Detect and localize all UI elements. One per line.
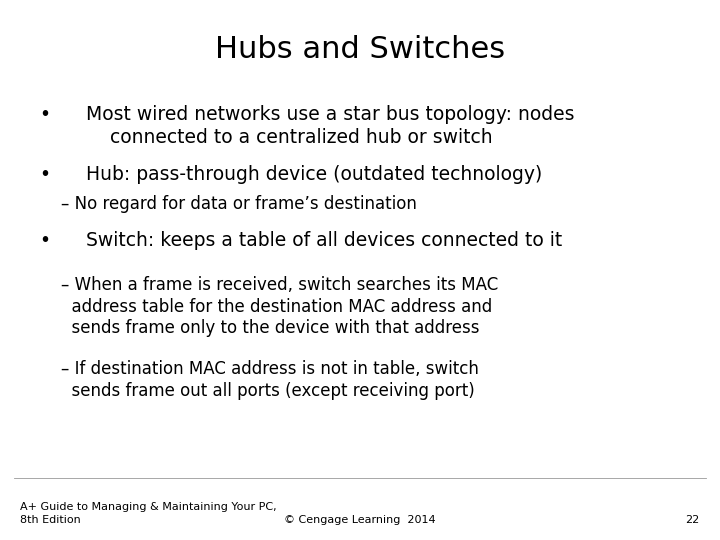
Text: •: • — [40, 165, 50, 184]
Text: •: • — [40, 105, 50, 124]
Text: Most wired networks use a star bus topology: nodes
    connected to a centralize: Most wired networks use a star bus topol… — [86, 105, 575, 147]
Text: Switch: keeps a table of all devices connected to it: Switch: keeps a table of all devices con… — [86, 231, 562, 250]
Text: – When a frame is received, switch searches its MAC
  address table for the dest: – When a frame is received, switch searc… — [61, 276, 498, 338]
Text: – If destination MAC address is not in table, switch
  sends frame out all ports: – If destination MAC address is not in t… — [61, 360, 479, 400]
Text: – No regard for data or frame’s destination: – No regard for data or frame’s destinat… — [61, 195, 417, 213]
Text: 22: 22 — [685, 515, 700, 525]
Text: •: • — [40, 231, 50, 250]
Text: © Cengage Learning  2014: © Cengage Learning 2014 — [284, 515, 436, 525]
Text: Hub: pass-through device (outdated technology): Hub: pass-through device (outdated techn… — [86, 165, 543, 184]
Text: A+ Guide to Managing & Maintaining Your PC,
8th Edition: A+ Guide to Managing & Maintaining Your … — [20, 503, 276, 525]
Text: Hubs and Switches: Hubs and Switches — [215, 35, 505, 64]
